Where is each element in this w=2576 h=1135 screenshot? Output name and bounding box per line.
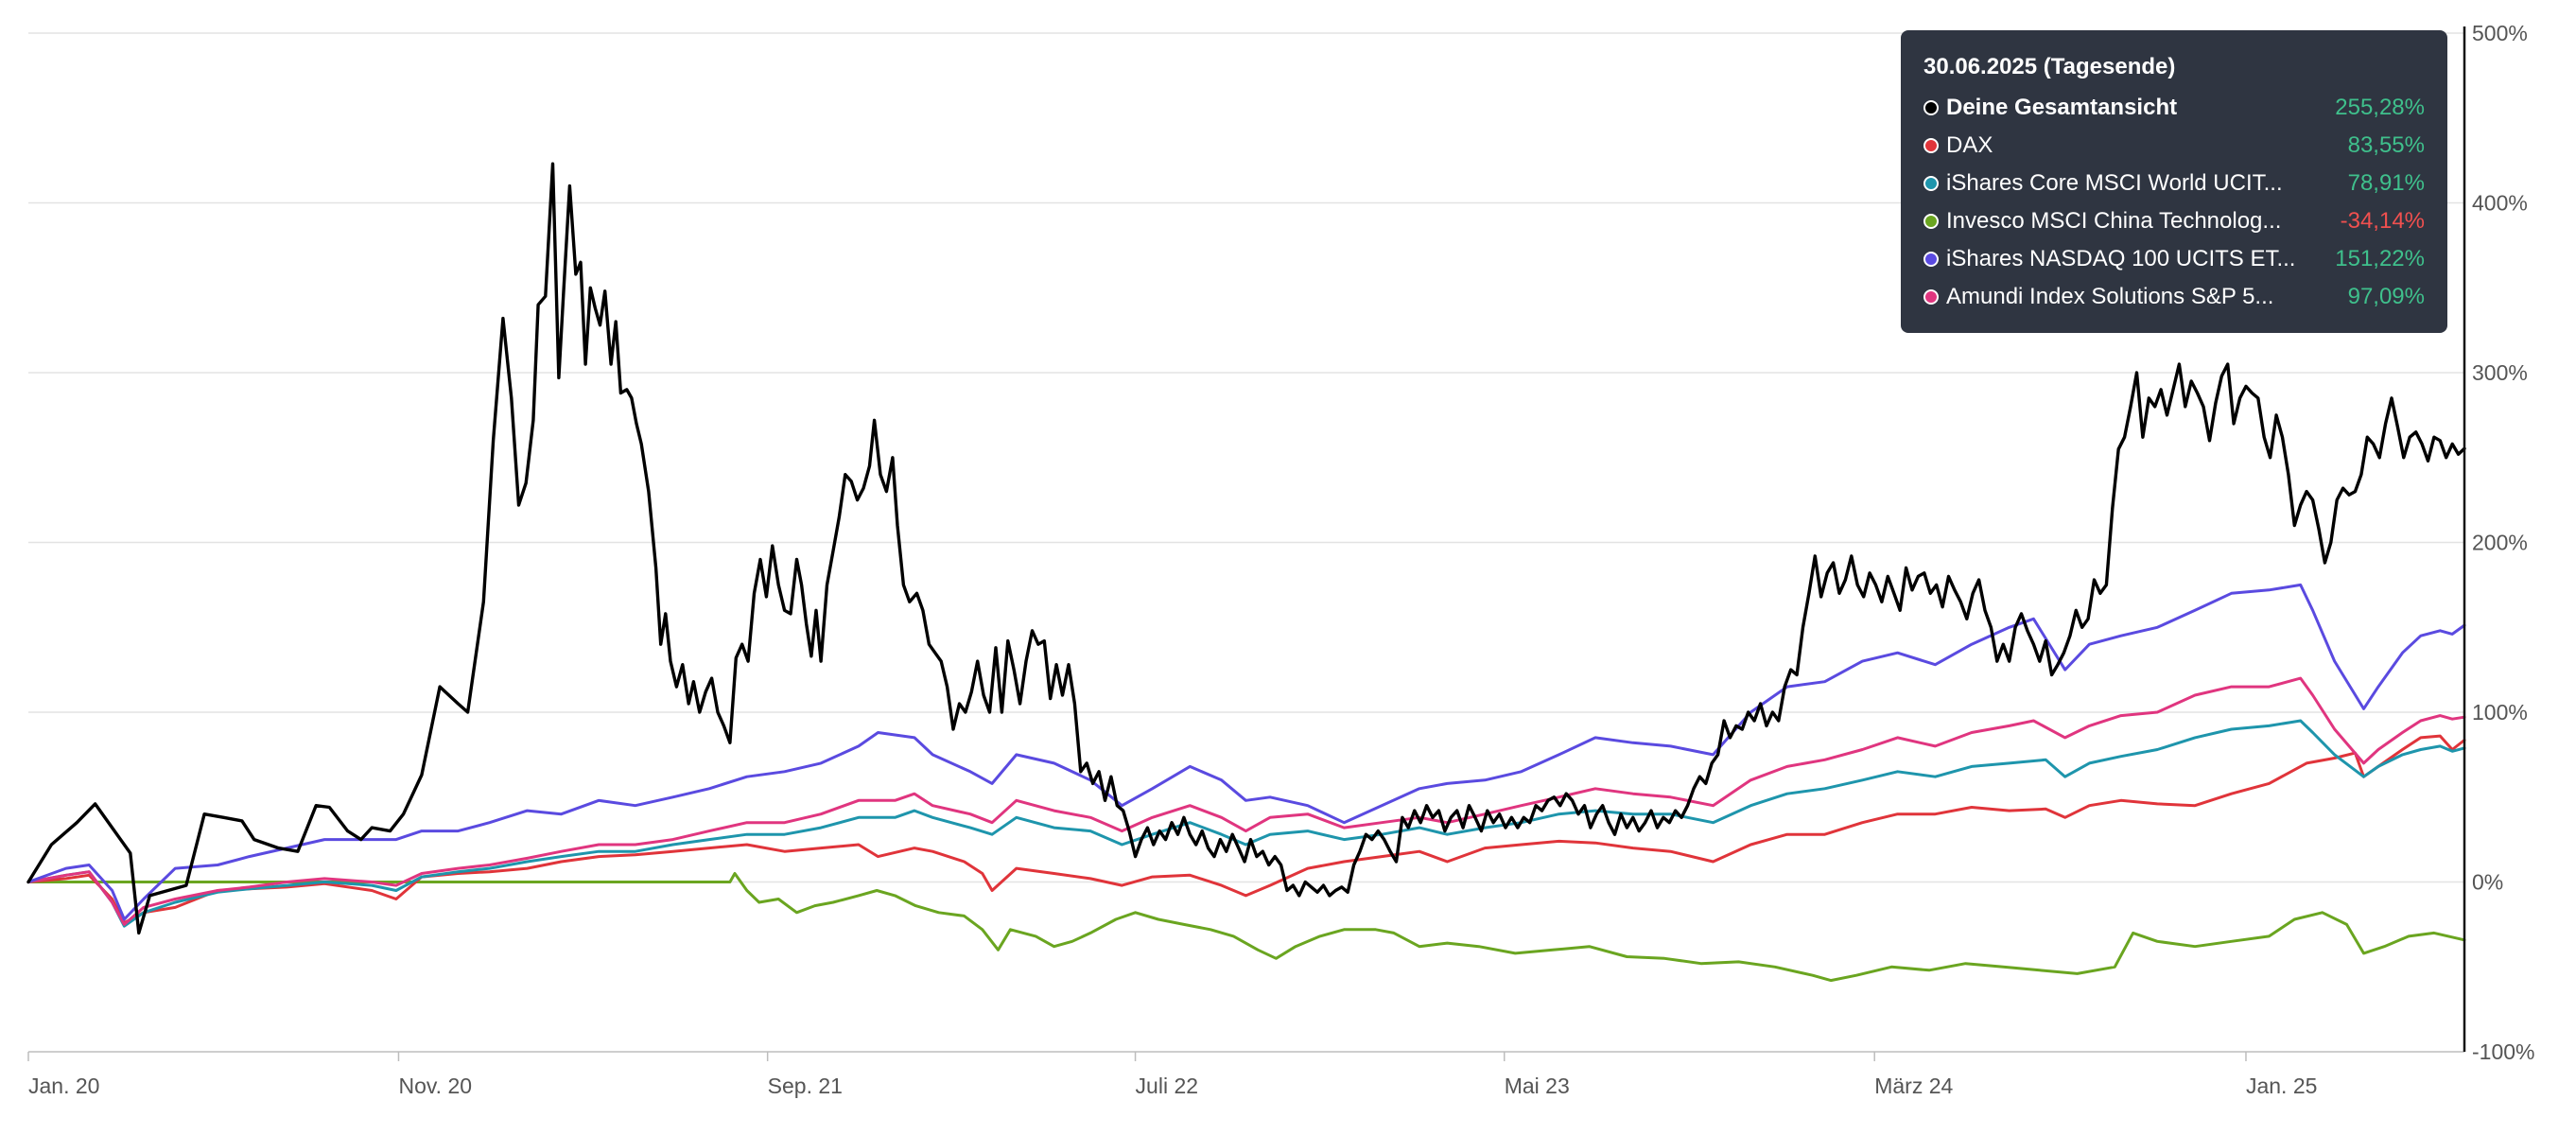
x-tick-label: März 24 <box>1874 1074 1953 1098</box>
tooltip-series-name: Amundi Index Solutions S&P 5... <box>1946 284 2274 309</box>
tooltip-series-name: Invesco MSCI China Technolog... <box>1946 208 2282 234</box>
y-tick-label: 400% <box>2472 191 2528 216</box>
tooltip-series-value: 83,55% <box>2347 132 2425 158</box>
series-line-3[interactable] <box>26 872 2466 983</box>
y-tick-label: 300% <box>2472 360 2528 385</box>
tooltip-series-value: 255,28% <box>2335 95 2425 120</box>
tooltip-row: Invesco MSCI China Technolog... -34,14% <box>1923 202 2425 240</box>
series-line-4[interactable] <box>26 583 2466 921</box>
series-dot-icon <box>1923 176 1939 191</box>
series-lines[interactable] <box>26 162 2466 983</box>
x-tick-label: Sep. 21 <box>768 1074 843 1098</box>
series-dot-icon <box>1923 138 1939 153</box>
axes <box>27 1052 2247 1061</box>
tooltip-series-name: Deine Gesamtansicht <box>1946 95 2178 120</box>
y-tick-label: 200% <box>2472 531 2528 555</box>
series-line-2[interactable] <box>26 719 2466 928</box>
x-axis-tick-labels: Jan. 20 Nov. 20 Sep. 21 Juli 22 Mai 23 März 2… <box>28 1074 2317 1098</box>
tooltip-row: iShares NASDAQ 100 UCITS ET... 151,22% <box>1923 240 2425 278</box>
tooltip-row: DAX 83,55% <box>1923 127 2425 165</box>
x-tick-label: Mai 23 <box>1505 1074 1570 1098</box>
series-dot-icon <box>1923 214 1939 229</box>
series-dot-icon <box>1923 289 1939 305</box>
tooltip-row: Deine Gesamtansicht 255,28% <box>1923 89 2425 127</box>
tooltip-series-value: 78,91% <box>2347 170 2425 196</box>
y-axis-tick-labels: 500% 400% 300% 200% 100% 0% -100% <box>2472 21 2534 1064</box>
tooltip-row: iShares Core MSCI World UCIT... 78,91% <box>1923 165 2425 202</box>
x-tick-label: Jan. 20 <box>28 1074 99 1098</box>
tooltip-series-name: iShares NASDAQ 100 UCITS ET... <box>1946 246 2296 271</box>
tooltip-series-value: 97,09% <box>2347 284 2425 309</box>
tooltip-title: 30.06.2025 (Tagesende) <box>1923 54 2176 79</box>
tooltip-series-value: 151,22% <box>2335 246 2425 271</box>
x-tick-label: Nov. 20 <box>398 1074 472 1098</box>
series-line-0[interactable] <box>26 162 2466 935</box>
tooltip-rows: Deine Gesamtansicht 255,28% DAX 83,55% iShar… <box>1923 89 2425 316</box>
series-dot-icon <box>1923 252 1939 267</box>
series-line-5[interactable] <box>26 676 2466 926</box>
chart-tooltip: 30.06.2025 (Tagesende) Deine Gesamtansic… <box>1901 30 2447 333</box>
tooltip-series-value: -34,14% <box>2340 208 2425 234</box>
tooltip-series-name: DAX <box>1946 132 1993 158</box>
tooltip-row: Amundi Index Solutions S&P 5... 97,09% <box>1923 278 2425 316</box>
y-tick-label: 100% <box>2472 700 2528 725</box>
y-tick-label: 0% <box>2472 870 2503 895</box>
x-tick-label: Jan. 25 <box>2246 1074 2317 1098</box>
x-tick-label: Juli 22 <box>1136 1074 1198 1098</box>
y-tick-label: -100% <box>2472 1039 2534 1064</box>
y-tick-label: 500% <box>2472 21 2528 45</box>
series-dot-icon <box>1923 100 1939 115</box>
tooltip-series-name: iShares Core MSCI World UCIT... <box>1946 170 2283 196</box>
